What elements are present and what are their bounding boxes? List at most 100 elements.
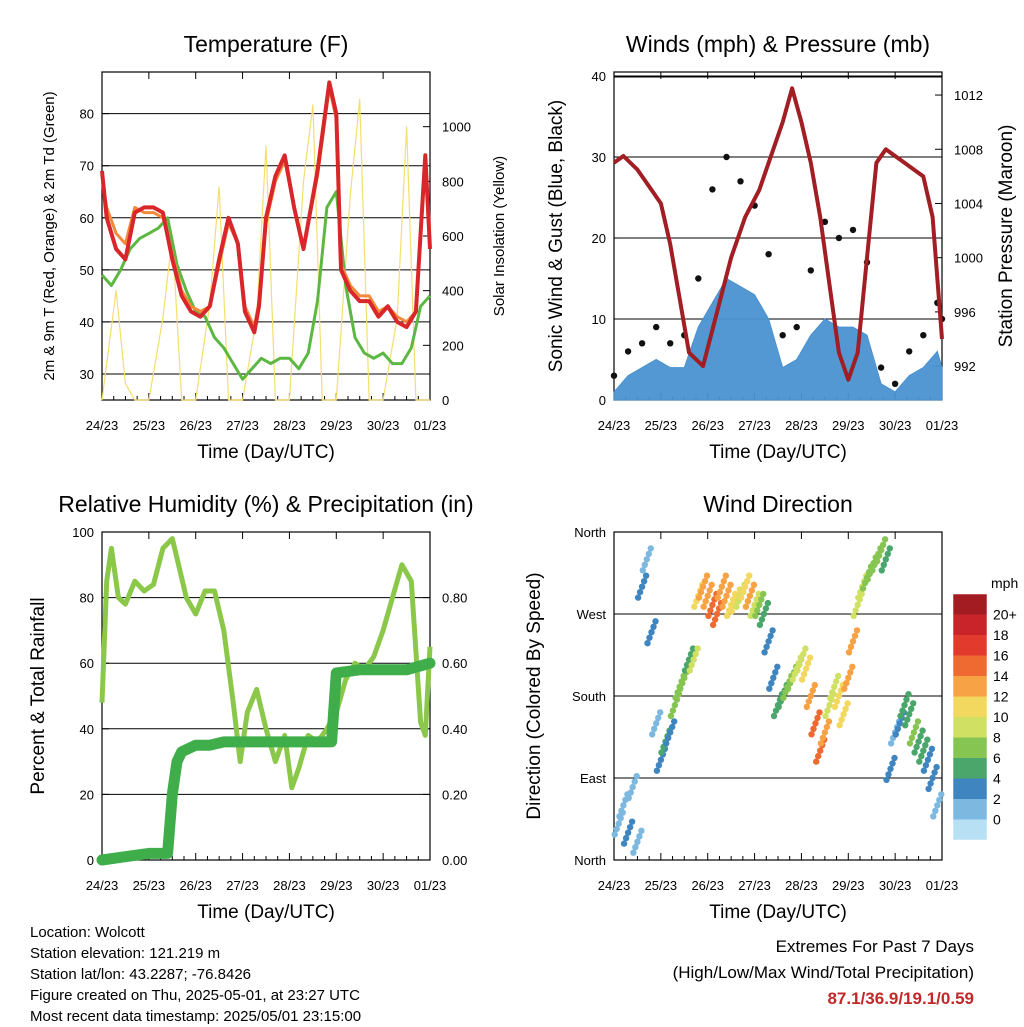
extremes-box: Extremes For Past 7 Days (High/Low/Max W… (673, 934, 974, 1012)
gust-point (638, 340, 646, 347)
direction-point (722, 572, 729, 579)
gust-point (793, 323, 800, 331)
direction-point (615, 820, 622, 827)
legend-label: 16 (993, 648, 1009, 664)
direction-point (767, 632, 774, 640)
winds-panel: 24/23 25/23 26/23 27/23 28/23 29/23 30/23 01/23… (546, 31, 1017, 463)
direction-point (934, 802, 941, 809)
y-tick-label: East (580, 771, 606, 786)
direction-point (800, 670, 808, 678)
direction-point (721, 598, 728, 605)
y2-tick-label: 992 (954, 359, 976, 374)
direction-point (705, 612, 712, 619)
wind-speed-area (613, 277, 943, 401)
direction-point (827, 694, 834, 701)
direction-point (815, 752, 822, 760)
created-text: Figure created on Thu, 2025-05-01, at 23… (30, 987, 360, 1004)
direction-point (906, 711, 913, 718)
direction-point (700, 603, 707, 610)
x-tick-label: 24/23 (86, 418, 119, 433)
direction-point (625, 794, 632, 802)
direction-point (894, 725, 901, 732)
direction-point (701, 578, 709, 585)
direction-point (758, 616, 766, 623)
x-tick-label: 28/23 (785, 878, 818, 893)
x-tick-label: 26/23 (179, 418, 212, 433)
speed-legend: mph 20+ 18 16 14 12 10 8 6 4 2 0 (952, 575, 1018, 841)
direction-point (819, 734, 827, 742)
direction-point (772, 669, 779, 676)
x-tick-label: 25/23 (645, 418, 678, 433)
direction-point (882, 556, 889, 563)
direction-point (733, 603, 740, 610)
y-tick-label: 20 (80, 787, 94, 802)
y2-tick-label: 1000 (442, 120, 471, 135)
direction-point (658, 749, 665, 756)
direction-point (805, 698, 812, 705)
direction-point (918, 752, 925, 760)
direction-point (873, 558, 881, 565)
direction-point (704, 592, 711, 599)
legend-swatch (953, 737, 987, 758)
direction-point (749, 607, 756, 614)
direction-point (899, 707, 906, 714)
direction-point (825, 718, 833, 725)
direction-point (723, 592, 730, 599)
legend-label: 0 (993, 812, 1001, 828)
temp-series-line (100, 80, 432, 335)
direction-point (720, 578, 727, 585)
direction-point (823, 723, 831, 731)
direction-point (746, 572, 753, 579)
direction-point (756, 621, 764, 629)
direction-point (905, 691, 912, 698)
y-tick-label: 80 (80, 591, 94, 606)
y-tick-label: 40 (592, 69, 606, 84)
direction-point (883, 776, 890, 783)
legend-swatch (953, 778, 987, 799)
y2-tick-label: 996 (954, 305, 976, 320)
direction-point (690, 656, 697, 663)
direction-point (727, 581, 734, 588)
direction-point (880, 561, 887, 568)
direction-point (836, 722, 843, 729)
y-tick-label: 60 (80, 211, 94, 226)
direction-point (817, 740, 825, 747)
direction-point (789, 676, 796, 683)
direction-point (641, 561, 648, 568)
x-tick-label: 25/23 (133, 878, 166, 893)
direction-point (636, 833, 643, 840)
direction-point (761, 649, 768, 656)
direction-point (936, 796, 943, 804)
direction-point (910, 729, 918, 736)
direction-point (775, 703, 782, 711)
direction-point (653, 767, 661, 774)
direction-point (906, 740, 914, 747)
direction-point (697, 588, 705, 596)
direction-point (910, 700, 917, 707)
direction-point (835, 692, 843, 700)
direction-point (663, 740, 670, 747)
y2-axis-label: Station Pressure (Maroon) (996, 125, 1017, 348)
direction-point (638, 583, 646, 590)
direction-point (829, 689, 836, 696)
y-axis-label: Percent & Total Rainfall (28, 597, 49, 794)
direction-point (812, 720, 819, 727)
direction-point (884, 550, 891, 558)
direction-point (707, 607, 714, 614)
direction-point (794, 667, 801, 674)
y2-tick-label: 200 (442, 338, 464, 353)
x-tick-label: 24/23 (598, 878, 631, 893)
gust-point (695, 275, 702, 282)
direction-point (911, 749, 918, 756)
direction-point (807, 692, 814, 700)
direction-point (852, 607, 859, 614)
direction-point (766, 685, 773, 692)
direction-point (887, 765, 894, 773)
y-tick-label: 50 (80, 263, 94, 278)
legend-swatch (953, 758, 987, 779)
direction-point (636, 588, 644, 596)
x-tick-label: 01/23 (414, 878, 447, 893)
x-axis-label: Time (Day/UTC) (197, 902, 335, 923)
legend-swatch (953, 696, 987, 717)
x-tick-label: 29/23 (320, 418, 353, 433)
